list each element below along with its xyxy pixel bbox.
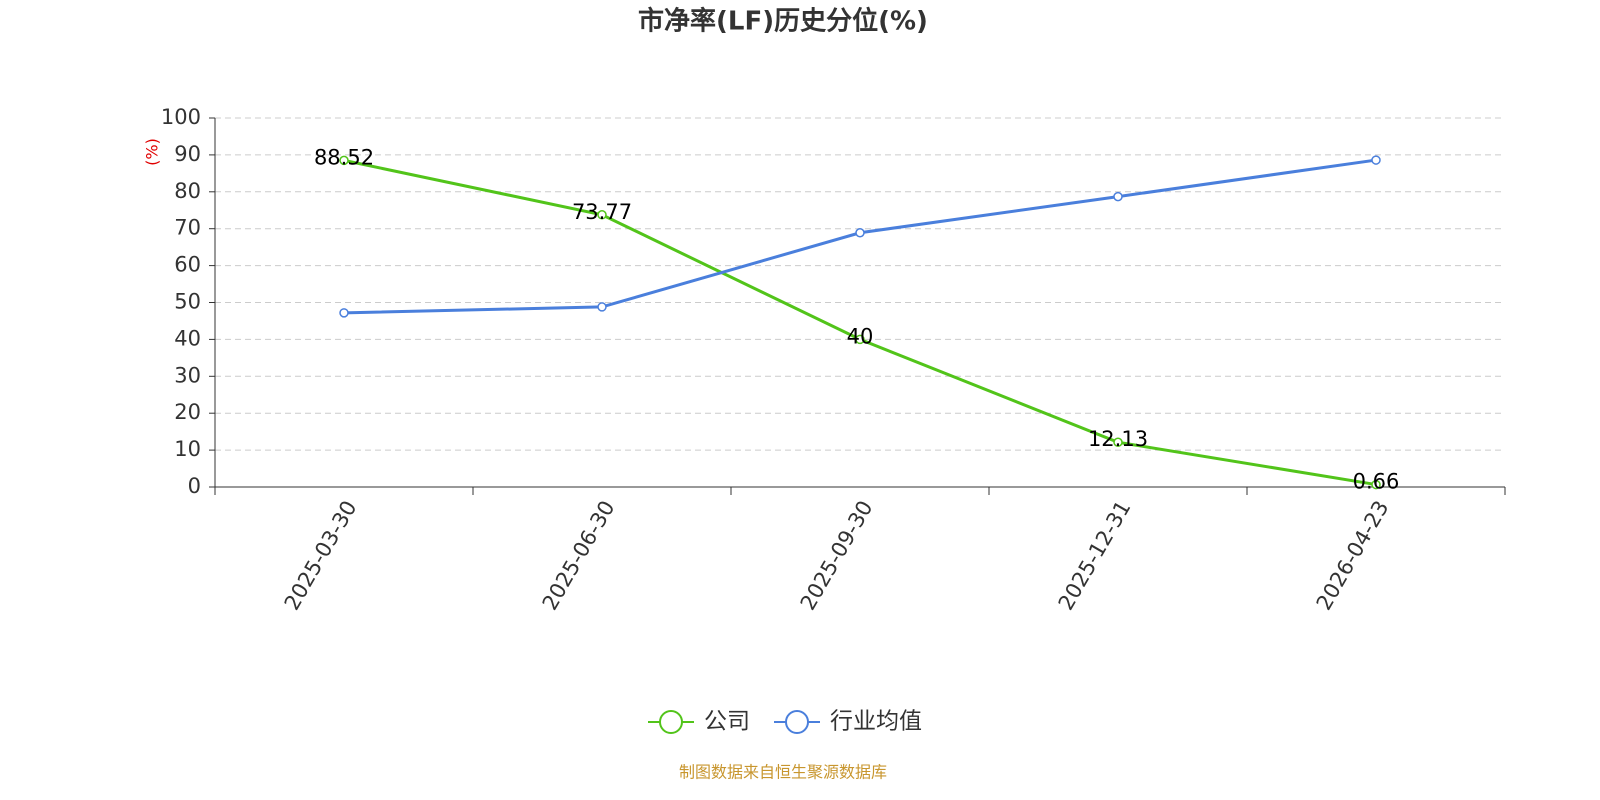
- x-tick-label: 2025-03-30: [280, 497, 362, 615]
- point-marker: [597, 210, 607, 220]
- legend-label: 公司: [704, 709, 750, 735]
- point-marker: [855, 334, 865, 345]
- y-tick-label: 50: [174, 290, 201, 314]
- data-label: 0.66: [1353, 470, 1400, 494]
- point-marker: [597, 302, 607, 312]
- x-tick-label: 2025-06-30: [538, 497, 620, 615]
- y-tick-label: 10: [174, 437, 201, 461]
- y-tick-label: 100: [161, 105, 201, 129]
- series-line: [343, 158, 1377, 487]
- legend-marker: [785, 710, 809, 734]
- point-marker: [339, 155, 349, 166]
- point-marker: [855, 228, 865, 238]
- chart-title: 市净率(LF)历史分位(%): [638, 6, 928, 37]
- x-tick-label: 2025-12-31: [1054, 497, 1136, 615]
- y-axis-label: (%): [143, 138, 162, 166]
- y-tick-label: 60: [174, 253, 201, 277]
- point-marker: [1371, 479, 1381, 490]
- point-marker: [1113, 437, 1123, 447]
- y-tick-label: 80: [174, 179, 201, 203]
- y-tick-label: 20: [174, 400, 201, 424]
- y-tick-label: 40: [174, 326, 201, 350]
- data-label: 73.77: [572, 200, 632, 224]
- data-label: 40: [847, 324, 874, 348]
- data-label: 12.13: [1088, 427, 1148, 451]
- legend-label: 行业均值: [830, 709, 922, 735]
- x-tick-label: 2025-09-30: [796, 497, 878, 615]
- point-marker: [1113, 191, 1123, 202]
- x-tick-label: 2026-04-23: [1312, 497, 1394, 615]
- point-marker: [1371, 155, 1381, 165]
- y-tick-label: 0: [188, 474, 201, 498]
- y-tick-label: 90: [174, 142, 201, 166]
- source-note: 制图数据来自恒生聚源数据库: [679, 763, 887, 782]
- y-tick-label: 70: [174, 216, 201, 240]
- data-label: 88.52: [314, 145, 374, 169]
- y-tick-label: 30: [174, 363, 201, 387]
- legend-marker: [659, 710, 683, 734]
- point-marker: [339, 308, 349, 318]
